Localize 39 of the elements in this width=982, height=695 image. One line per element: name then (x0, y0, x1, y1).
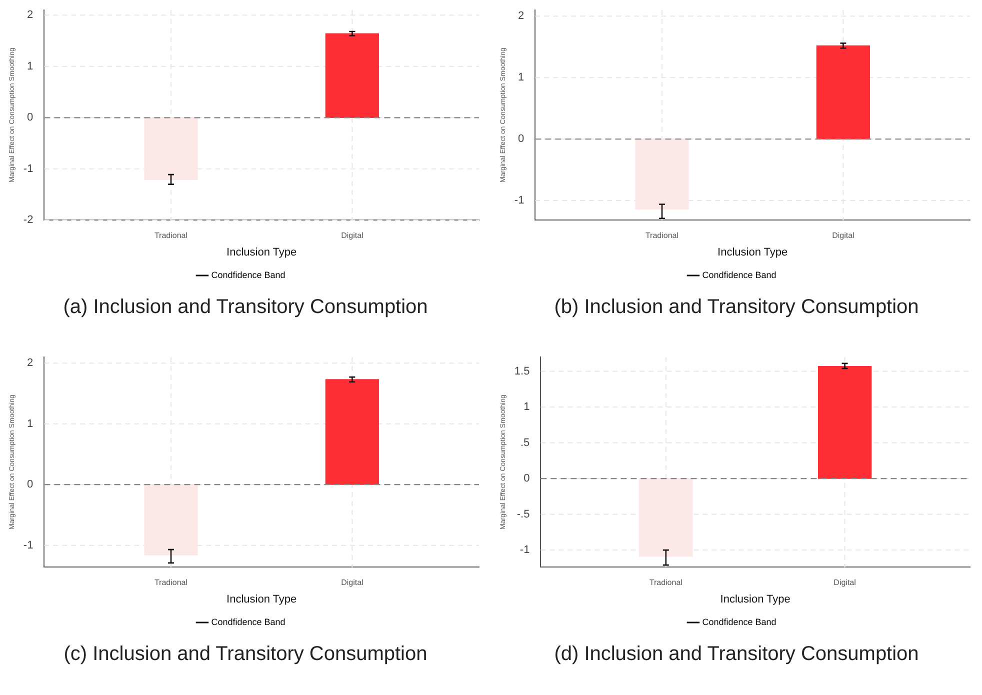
y-tick-label: -1 (23, 162, 34, 175)
text: (c) Inclusion and Transitory Consumption (62, 643, 428, 666)
text: (a) Inclusion and Transitory Consumption (62, 296, 429, 319)
y-tick-label: 1 (518, 72, 524, 84)
x-tick-label: Digital (834, 578, 856, 588)
y-tick-label: 0 (27, 112, 34, 124)
x-tick-label: Digital (341, 231, 364, 240)
y-tick-label: -2 (23, 214, 34, 226)
x-tick-label: Tradional (645, 231, 679, 240)
y-tick-label: 1 (27, 418, 34, 430)
y-tick-label: 0 (518, 133, 524, 146)
y-tick-label: 2 (27, 9, 34, 22)
text: Condfidence Band (211, 616, 286, 627)
x-axis-title: Inclusion Type (720, 593, 790, 606)
text: Condfidence Band (702, 616, 776, 627)
x-tick-label: Digital (341, 578, 364, 588)
y-tick-label: -1 (23, 539, 34, 552)
y-tick-label: -1 (520, 544, 530, 556)
x-tick-label: Tradional (154, 578, 188, 588)
y-tick-label: 2 (27, 357, 34, 370)
y-tick-label: 2 (518, 10, 524, 22)
text: Condfidence Band (702, 270, 776, 280)
y-tick-label: -1 (514, 194, 524, 207)
text: Condfidence Band (211, 270, 286, 280)
x-tick-label: Digital (832, 231, 855, 240)
x-axis-title: Inclusion Type (226, 246, 297, 258)
y-tick-label: .5 (520, 436, 530, 449)
x-axis-title: Inclusion Type (718, 246, 788, 258)
text: (b) Inclusion and Transitory Consumption (553, 296, 920, 319)
x-tick-label: Tradional (649, 578, 683, 588)
x-tick-label: Tradional (154, 231, 188, 240)
x-axis-title: Inclusion Type (226, 593, 297, 606)
y-tick-label: 0 (524, 472, 530, 485)
text: (d) Inclusion and Transitory Consumption (553, 643, 920, 666)
y-tick-label: -.5 (516, 508, 530, 520)
y-tick-label: 0 (27, 478, 34, 491)
y-tick-label: 1.5 (514, 365, 530, 378)
y-tick-label: 1 (27, 60, 34, 72)
y-tick-label: 1 (524, 401, 530, 414)
